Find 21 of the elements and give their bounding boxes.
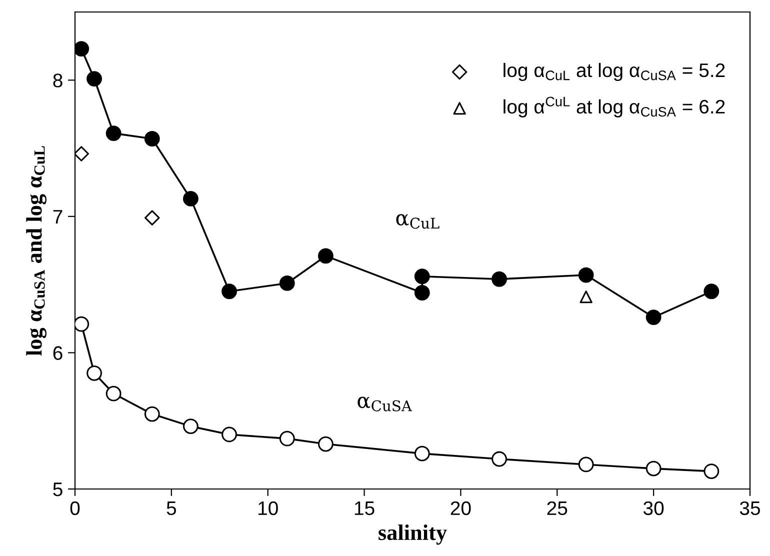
x-tick-label: 15 (354, 502, 374, 516)
x-tick-label: 5 (166, 502, 176, 516)
text: α$_{CuL}$ (396, 214, 440, 229)
x-tick-label: 25 (547, 501, 568, 516)
point (580, 290, 592, 304)
x-axis-title: salinity (378, 524, 447, 545)
y-tick-label: 8 (53, 74, 62, 88)
x-tick-label: 10 (258, 501, 278, 516)
point (144, 210, 160, 226)
x-tick-label: 20 (450, 501, 471, 516)
legend-label: log α$_{CuL}$ at log α$_{CuSA}$ = 5.2 (504, 62, 725, 82)
legend-label: log α$^{CuL}$ at log α$_{CuSA}$ = 6.2 (504, 96, 725, 118)
y-tick-label: 6 (53, 346, 62, 360)
y-tick-label: 5 (53, 482, 62, 496)
y-axis-title: log α$_{CuSA}$ and log α$_{CuL}$ (26, 146, 46, 356)
x-tick-label: 30 (644, 501, 664, 516)
series-label: α$_{CuSA}$ (358, 396, 412, 412)
x-tick-label: 35 (740, 501, 760, 516)
point (75, 146, 90, 162)
y-tick-label: 7 (53, 210, 62, 224)
x-tick-label: 0 (70, 501, 80, 516)
